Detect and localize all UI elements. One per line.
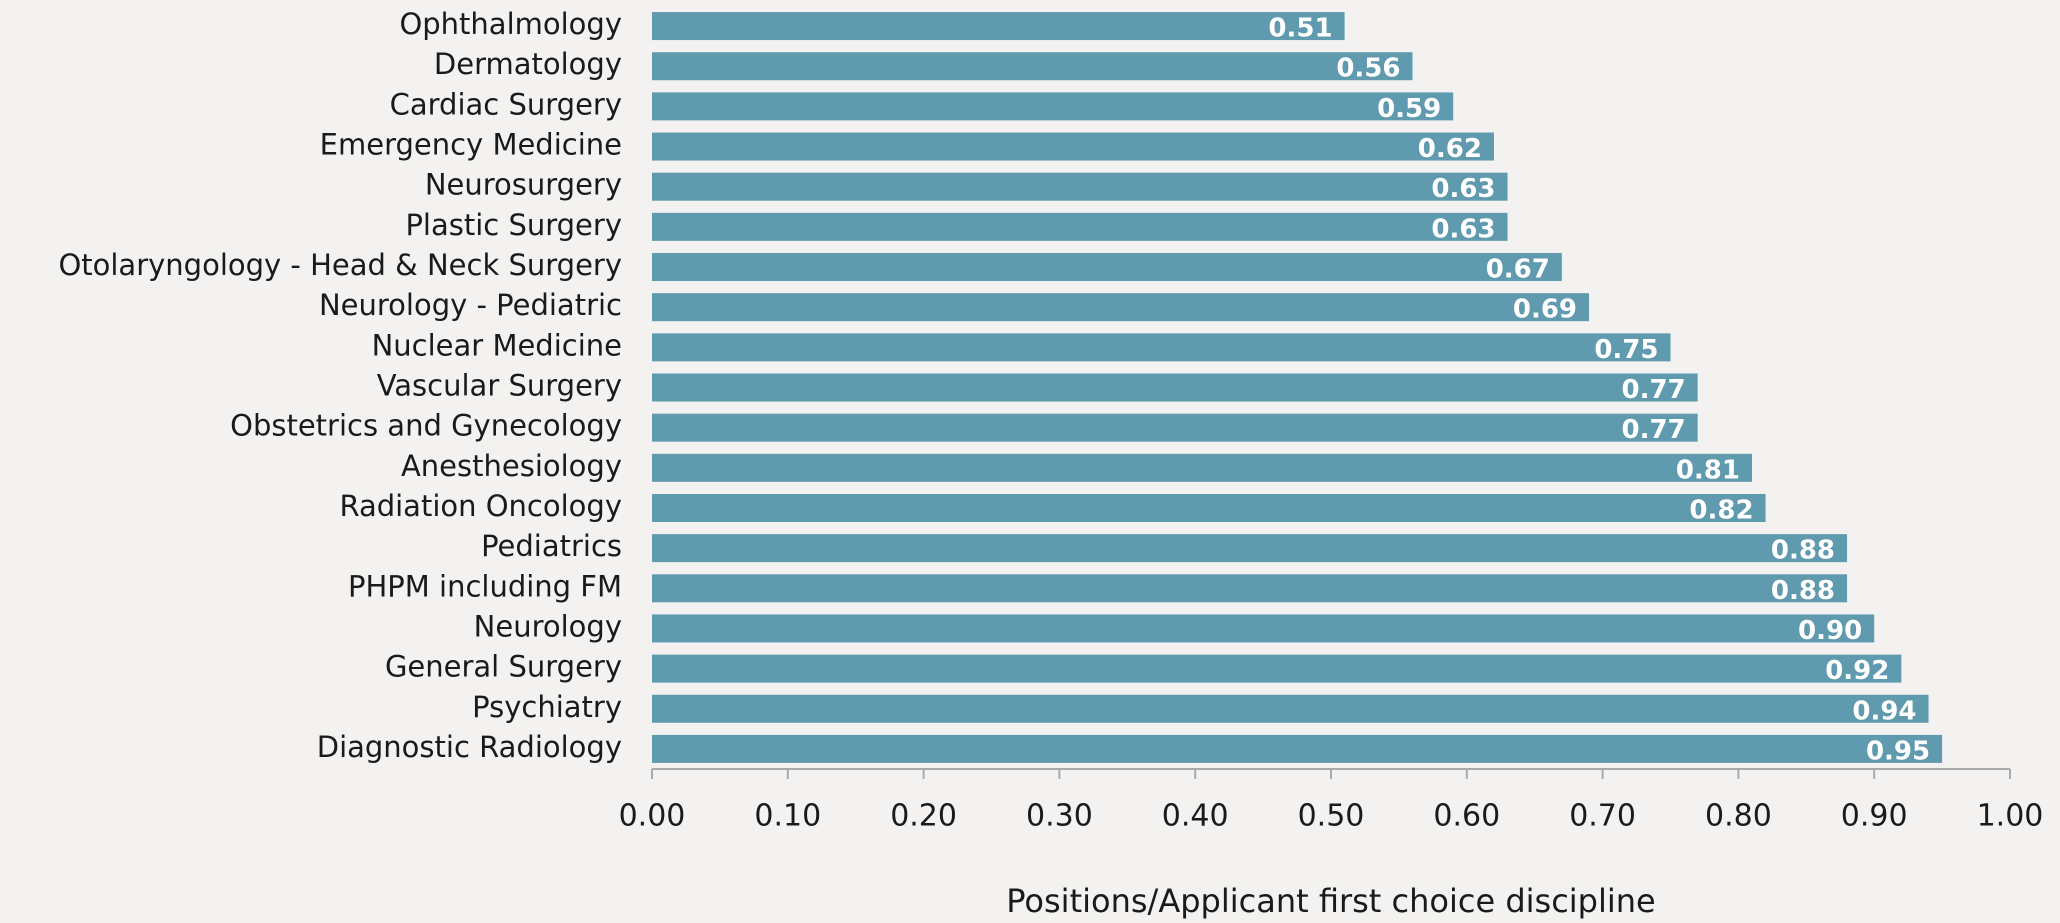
bar bbox=[652, 132, 1494, 161]
bar bbox=[652, 92, 1454, 121]
y-tick-label: PHPM including FM bbox=[348, 569, 622, 603]
value-label: 0.90 bbox=[1798, 616, 1862, 646]
x-tick-label: 0.00 bbox=[619, 799, 686, 834]
value-label: 0.81 bbox=[1676, 455, 1740, 485]
x-tick-label: 0.40 bbox=[1162, 799, 1229, 834]
y-tick-label: General Surgery bbox=[385, 650, 622, 684]
value-label: 0.59 bbox=[1377, 94, 1441, 124]
y-tick-label: Otolaryngology - Head & Neck Surgery bbox=[58, 248, 622, 282]
y-tick-label: Pediatrics bbox=[481, 529, 622, 563]
x-tick-label: 0.30 bbox=[1026, 799, 1093, 834]
y-tick-label: Emergency Medicine bbox=[320, 128, 622, 162]
value-label: 0.67 bbox=[1486, 255, 1550, 285]
bar bbox=[652, 493, 1766, 522]
y-tick-label: Plastic Surgery bbox=[405, 208, 622, 242]
value-label: 0.56 bbox=[1336, 54, 1400, 84]
bar bbox=[652, 212, 1508, 241]
y-tick-label: Anesthesiology bbox=[401, 449, 622, 483]
value-label: 0.92 bbox=[1825, 656, 1889, 686]
y-tick-label: Psychiatry bbox=[472, 690, 622, 724]
x-tick-label: 0.70 bbox=[1569, 799, 1636, 834]
y-tick-label: Ophthalmology bbox=[399, 7, 622, 41]
bar bbox=[652, 614, 1875, 643]
bar bbox=[652, 734, 1943, 763]
bar bbox=[652, 534, 1848, 563]
bar bbox=[652, 453, 1752, 482]
value-label: 0.62 bbox=[1418, 134, 1482, 164]
value-label: 0.94 bbox=[1852, 696, 1916, 726]
x-tick-label: 0.10 bbox=[754, 799, 821, 834]
y-tick-label: Cardiac Surgery bbox=[390, 87, 622, 121]
x-tick-label: 1.00 bbox=[1977, 799, 2044, 834]
x-tick-label: 0.90 bbox=[1841, 799, 1908, 834]
value-label: 0.63 bbox=[1431, 174, 1495, 204]
bar bbox=[652, 373, 1698, 402]
value-label: 0.63 bbox=[1431, 214, 1495, 244]
value-label: 0.95 bbox=[1866, 736, 1930, 766]
value-label: 0.88 bbox=[1771, 536, 1835, 566]
x-tick-label: 0.20 bbox=[890, 799, 957, 834]
bar bbox=[652, 52, 1413, 81]
bar bbox=[652, 253, 1562, 282]
x-axis-title: Positions/Applicant first choice discipl… bbox=[1006, 882, 1655, 920]
value-label: 0.75 bbox=[1594, 335, 1658, 365]
y-tick-label: Dermatology bbox=[434, 47, 622, 81]
bar bbox=[652, 172, 1508, 201]
y-tick-label: Vascular Surgery bbox=[377, 369, 622, 403]
value-label: 0.77 bbox=[1622, 375, 1686, 405]
x-tick-label: 0.50 bbox=[1298, 799, 1365, 834]
y-tick-label: Obstetrics and Gynecology bbox=[230, 409, 622, 443]
x-tick-label: 0.60 bbox=[1433, 799, 1500, 834]
y-tick-label: Neurology bbox=[474, 609, 622, 643]
bar bbox=[652, 12, 1345, 41]
value-label: 0.88 bbox=[1771, 576, 1835, 606]
bar bbox=[652, 694, 1929, 723]
bar bbox=[652, 333, 1671, 362]
value-label: 0.77 bbox=[1622, 415, 1686, 445]
y-tick-label: Nuclear Medicine bbox=[372, 328, 622, 362]
y-tick-label: Diagnostic Radiology bbox=[317, 730, 622, 764]
value-label: 0.69 bbox=[1513, 295, 1577, 325]
y-tick-label: Neurology - Pediatric bbox=[319, 288, 622, 322]
y-tick-label: Radiation Oncology bbox=[339, 489, 622, 523]
x-tick-label: 0.80 bbox=[1705, 799, 1772, 834]
value-label: 0.51 bbox=[1268, 14, 1332, 44]
bar bbox=[652, 654, 1902, 683]
bar bbox=[652, 413, 1698, 442]
bar bbox=[652, 574, 1848, 603]
bar bbox=[652, 293, 1590, 322]
value-label: 0.82 bbox=[1689, 495, 1753, 525]
y-tick-label: Neurosurgery bbox=[425, 168, 622, 202]
